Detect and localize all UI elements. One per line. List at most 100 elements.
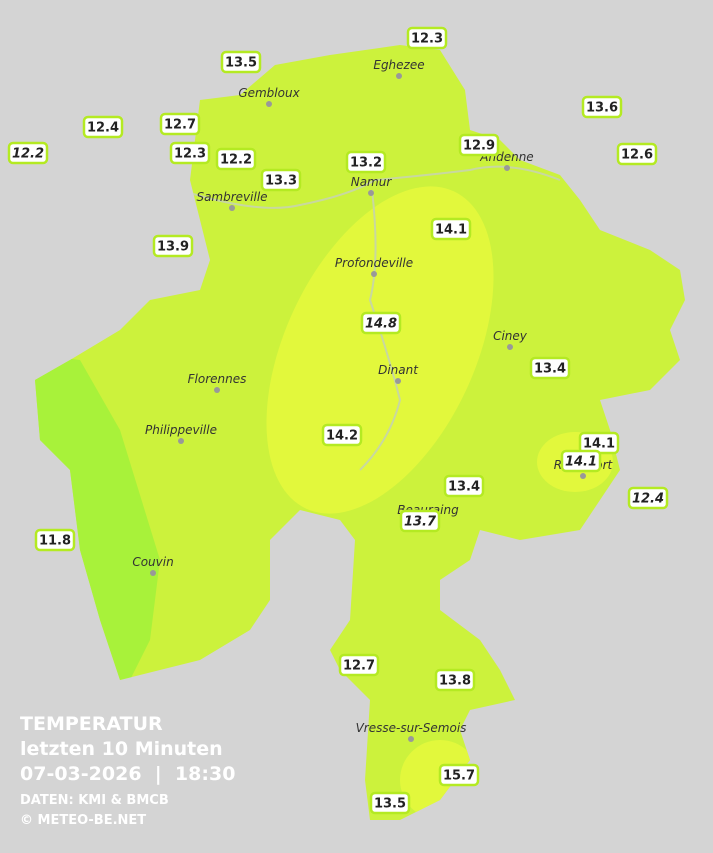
station-box: [82, 115, 124, 139]
city-dot: [371, 271, 377, 277]
station-value: 13.3: [265, 174, 297, 189]
station-box: [529, 356, 571, 380]
station-value: 12.7: [164, 118, 196, 133]
city-dot: [229, 205, 235, 211]
station-box: [627, 486, 669, 510]
station: 15.7: [438, 763, 480, 787]
station-box: [434, 668, 476, 692]
station-value: 13.4: [534, 362, 566, 377]
station-value: 13.2: [350, 156, 382, 171]
station-value: 13.5: [225, 56, 257, 71]
station: 12.7: [338, 653, 380, 677]
station-box: [34, 528, 76, 552]
station-box: [220, 50, 262, 74]
city-label: Philippeville: [145, 423, 217, 437]
station: 13.7: [399, 509, 441, 533]
station-value: 13.7: [404, 515, 437, 530]
station-box: [260, 168, 302, 192]
station: 14.1: [430, 217, 472, 241]
station-box: [406, 26, 448, 50]
source: DATEN: KMI & BMCB: [20, 793, 169, 808]
station: 13.4: [443, 474, 485, 498]
station-box: [581, 95, 623, 119]
station-value: 12.7: [343, 659, 375, 674]
city-dot: [396, 73, 402, 79]
station: 12.4: [82, 115, 124, 139]
station: 12.3: [406, 26, 448, 50]
station-value: 14.8: [365, 317, 397, 332]
city-label: Couvin: [132, 555, 173, 569]
city-dot: [214, 387, 220, 393]
title: TEMPERATUR: [20, 713, 163, 735]
station: 13.5: [220, 50, 262, 74]
station: 12.2: [7, 141, 49, 165]
station-value: 12.2: [12, 147, 44, 162]
city-dot: [266, 101, 272, 107]
station: 13.3: [260, 168, 302, 192]
station-box: [345, 150, 387, 174]
station-box: [399, 509, 441, 533]
city-label: Vresse-sur-Semois: [356, 721, 467, 735]
station: 13.6: [581, 95, 623, 119]
city-label: Sambreville: [196, 190, 267, 204]
station: 12.2: [215, 147, 257, 171]
station-box: [560, 449, 602, 473]
station: 13.4: [529, 356, 571, 380]
legend-block: TEMPERATUR letzten 10 Minuten 07-03-2026…: [20, 713, 235, 828]
city-dot: [580, 473, 586, 479]
city-dot: [408, 736, 414, 742]
station-box: [430, 217, 472, 241]
city-dot: [150, 570, 156, 576]
station: 13.5: [369, 791, 411, 815]
station-box: [7, 141, 49, 165]
station-box: [338, 653, 380, 677]
station: 13.8: [434, 668, 476, 692]
station-value: 12.4: [632, 492, 664, 507]
city-dot: [178, 438, 184, 444]
station-value: 12.3: [174, 147, 206, 162]
station-value: 12.2: [220, 153, 252, 168]
station-box: [169, 141, 211, 165]
station-value: 13.9: [157, 240, 189, 255]
station-box: [458, 133, 500, 157]
city-label: Florennes: [188, 372, 247, 386]
city-dot: [504, 165, 510, 171]
station-value: 13.4: [448, 480, 480, 495]
station: 12.3: [169, 141, 211, 165]
station: 12.7: [159, 112, 201, 136]
city-label: Gembloux: [238, 86, 300, 100]
city-dot: [395, 378, 401, 384]
station-value: 15.7: [443, 769, 475, 784]
station: 12.9: [458, 133, 500, 157]
datetime: 07-03-2026 | 18:30: [20, 763, 235, 785]
city-label: Eghezee: [373, 58, 424, 72]
copyright: © METEO-BE.NET: [20, 813, 146, 828]
station: 14.2: [321, 423, 363, 447]
station: 12.6: [616, 142, 658, 166]
city-dot: [507, 344, 513, 350]
station-box: [152, 234, 194, 258]
station: 13.2: [345, 150, 387, 174]
station-value: 14.1: [435, 223, 467, 238]
station: 12.4: [627, 486, 669, 510]
city-label: Profondeville: [335, 256, 413, 270]
station-box: [159, 112, 201, 136]
station-value: 13.8: [439, 674, 471, 689]
city-label: Dinant: [378, 363, 419, 377]
station-box: [215, 147, 257, 171]
station-value: 13.5: [374, 797, 406, 812]
station-value: 12.4: [87, 121, 119, 136]
subtitle: letzten 10 Minuten: [20, 738, 223, 760]
station-box: [360, 311, 402, 335]
city-label: Namur: [351, 175, 393, 189]
station-box: [616, 142, 658, 166]
station-box: [438, 763, 480, 787]
station: 11.8: [34, 528, 76, 552]
station-box: [443, 474, 485, 498]
station-value: 13.6: [586, 101, 618, 116]
city-label: Ciney: [493, 329, 528, 343]
station-value: 12.3: [411, 32, 443, 47]
station-box: [369, 791, 411, 815]
station-value: 11.8: [39, 534, 71, 549]
station: 14.8: [360, 311, 402, 335]
